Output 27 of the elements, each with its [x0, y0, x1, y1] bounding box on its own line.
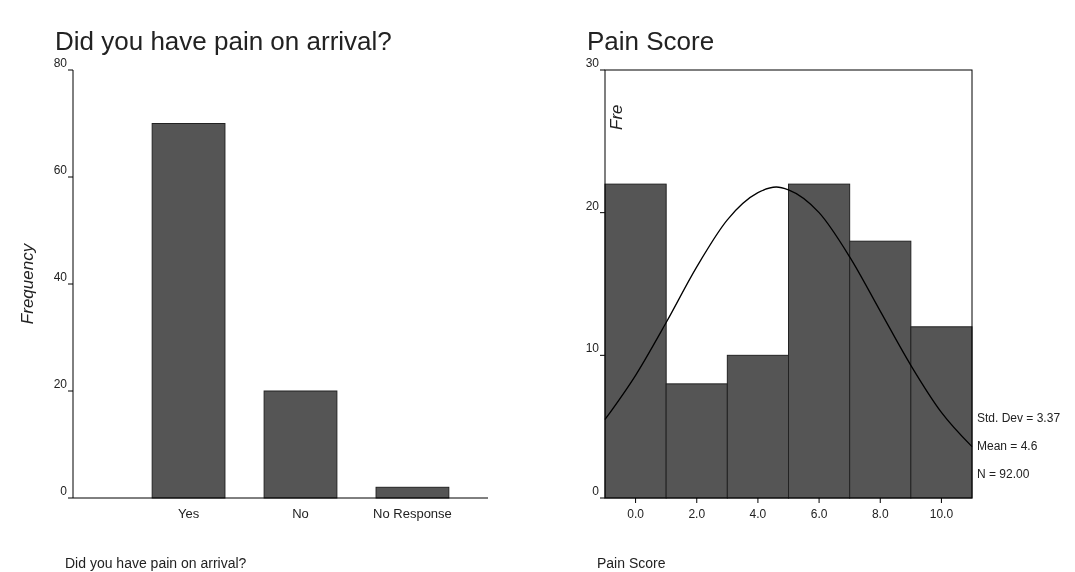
y-tick-label: 40	[53, 270, 68, 284]
y-tick-label: 10	[585, 341, 600, 356]
chart-title: Did you have pain on arrival?	[55, 26, 392, 56]
x-axis-title: Did you have pain on arrival?	[65, 555, 247, 571]
y-tick-label: 60	[53, 163, 68, 177]
x-tick-label: No	[292, 506, 309, 521]
x-tick-label: 10.0	[929, 507, 954, 521]
y-tick-label: 20	[53, 377, 68, 391]
x-tick-label: 8.0	[871, 507, 889, 521]
y-axis-title: Frequency	[18, 242, 37, 325]
x-tick-label: 4.0	[749, 507, 767, 521]
y-tick-label: 0	[60, 484, 68, 498]
x-tick-label: 6.0	[810, 507, 828, 521]
x-tick-label: No Response	[373, 506, 452, 521]
text: Std. Dev = 3.37	[977, 411, 1061, 425]
x-tick-label: 0.0	[627, 507, 645, 521]
x-axis-title: Pain Score	[597, 555, 666, 571]
x-tick-label: 2.0	[688, 507, 706, 521]
chart-title: Pain Score	[587, 26, 715, 56]
y-tick-label: 0	[592, 484, 600, 498]
x-tick-label: Yes	[177, 506, 200, 521]
y-axis-title: Fre	[607, 104, 626, 130]
text: Mean = 4.6	[977, 439, 1038, 453]
y-tick-label: 80	[53, 56, 68, 70]
text: N = 92.00	[977, 467, 1030, 481]
y-tick-label: 20	[585, 198, 600, 213]
y-tick-label: 30	[585, 56, 600, 70]
